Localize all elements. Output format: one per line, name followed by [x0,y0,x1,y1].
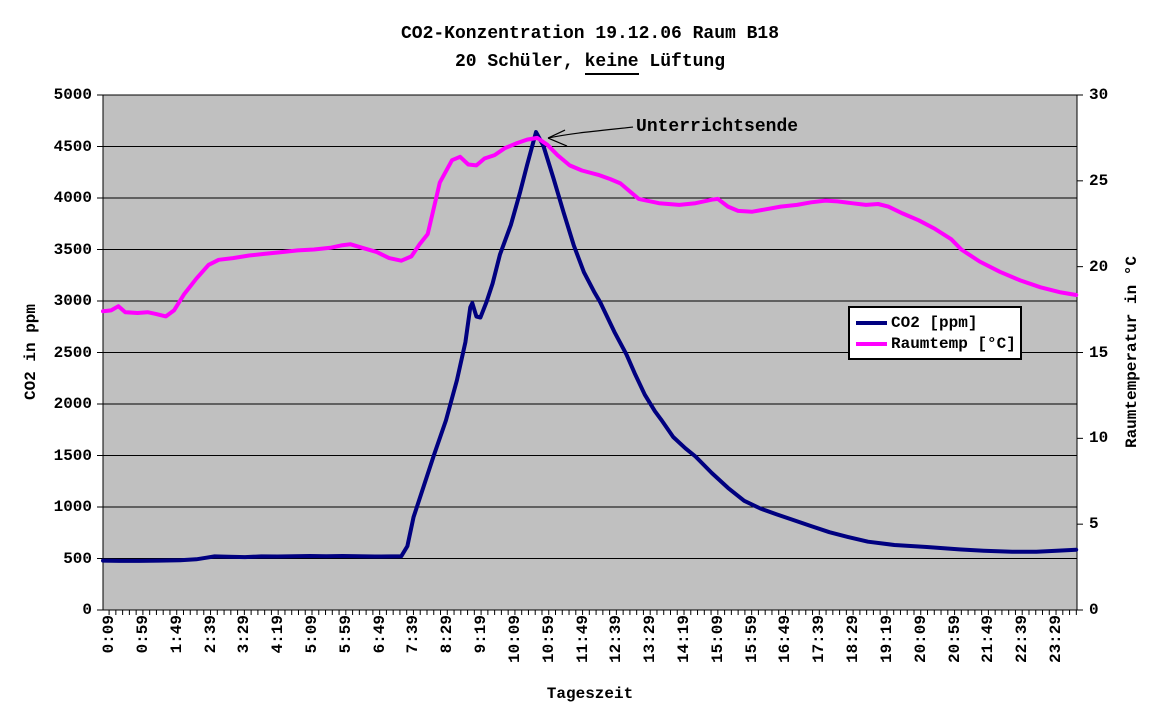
x-tick-label: 20:09 [911,615,930,664]
legend: CO2 [ppm] Raumtemp [°C] [848,306,1022,360]
x-tick-label: 17:39 [810,615,829,664]
y-tick-label-left: 3000 [53,292,92,310]
chart-title-line2-prefix: 20 Schüler, [454,52,585,72]
annotation-arrow-line [547,126,634,139]
annotation-arrowhead [547,137,568,147]
x-tick-label: 21:49 [979,615,998,664]
x-tick-label: 10:09 [505,615,524,664]
series-line-co2 [101,130,1079,563]
x-tick-label: 14:19 [675,615,694,664]
y-tick-label-right: 10 [1089,429,1109,448]
y-tick-label-left: 5000 [53,86,92,104]
x-axis-title: Tageszeit [546,685,634,703]
y-tick-label-left: 0 [82,601,92,619]
x-tick-label: 13:29 [641,615,660,664]
chart-title-line2: 20 Schüler, keine Lüftung [103,48,1077,76]
x-tick-label: 15:59 [742,615,761,664]
x-tick-label: 8:29 [438,615,457,654]
legend-label-co2: CO2 [ppm] [891,313,978,332]
x-tick-label: 12:39 [607,615,626,664]
chart-title-line1: CO2-Konzentration 19.12.06 Raum B18 [400,24,780,44]
x-tick-label: 6:49 [370,615,389,654]
chart-title: CO2-Konzentration 19.12.06 Raum B18 20 S… [103,20,1077,76]
x-tick-label: 23:29 [1047,615,1066,664]
y-tick-label-left: 1000 [53,498,92,516]
x-tick-label: 9:19 [472,615,491,654]
annotation-label: Unterrichtsende [636,117,799,138]
y-tick-label-left: 500 [63,549,92,568]
x-tick-label: 15:09 [708,615,727,664]
x-tick-label: 1:49 [167,615,186,654]
y-tick-label-left: 2500 [53,343,92,362]
series-line-raumtemp [101,135,1079,319]
y-tick-label-left: 2000 [53,395,92,413]
chart-title-line2-keyword: keine [584,52,639,75]
legend-item-co2: CO2 [ppm] [850,312,1020,333]
x-tick-label: 3:29 [235,615,254,654]
y-tick-label-right: 0 [1089,601,1099,619]
x-tick-label: 16:49 [776,615,795,664]
y-tick-label-left: 3500 [53,240,92,259]
y-tick-label-right: 20 [1089,257,1109,276]
y-tick-label-right: 5 [1089,515,1099,534]
x-tick-label: 2:39 [201,615,220,654]
x-tick-label: 5:09 [303,615,321,654]
x-tick-label: 19:19 [877,615,896,664]
x-tick-label: 18:29 [844,615,863,664]
annotation-arrowhead [547,129,566,139]
y-tick-label-right: 15 [1089,343,1109,362]
x-tick-label: 20:59 [945,615,964,664]
x-tick-label: 22:39 [1013,615,1032,664]
legend-swatch-co2 [856,320,887,325]
legend-item-raumtemp: Raumtemp [°C] [850,333,1020,354]
x-tick-label: 0:09 [100,615,119,654]
y-tick-label-right: 25 [1089,171,1109,190]
x-tick-label: 4:19 [269,615,288,654]
x-tick-label: 5:59 [336,615,355,654]
chart-title-line2-suffix: Lüftung [638,52,726,72]
x-tick-label: 10:59 [539,615,558,664]
x-tick-label: 11:49 [573,615,592,664]
y-tick-label-right: 30 [1089,86,1109,104]
x-tick-label: 0:59 [133,615,152,654]
legend-swatch-raumtemp [856,341,887,346]
y-tick-label-left: 4500 [53,137,92,156]
x-tick-label: 7:39 [404,615,423,654]
legend-label-raumtemp: Raumtemp [°C] [891,334,1016,353]
y-tick-label-left: 4000 [53,189,92,207]
y-tick-label-left: 1500 [53,446,92,465]
